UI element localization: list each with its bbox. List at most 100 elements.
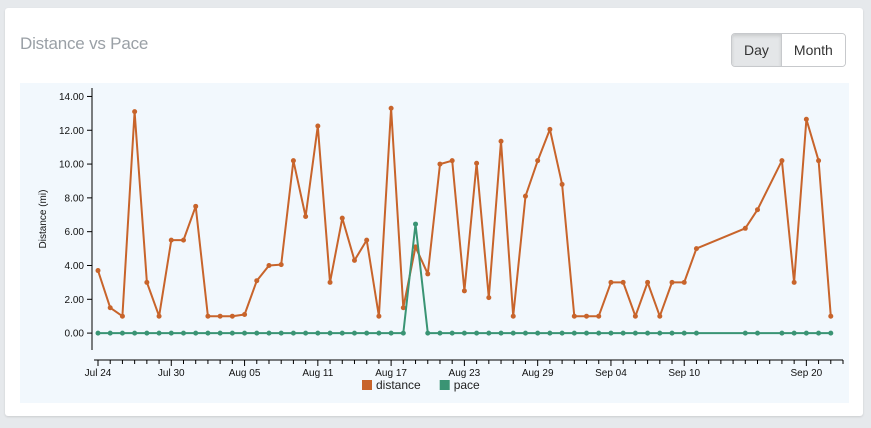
data-point-distance bbox=[681, 279, 687, 285]
y-tick-label: 0.00 bbox=[65, 329, 85, 340]
data-point-distance bbox=[254, 278, 260, 284]
data-point-distance bbox=[388, 105, 394, 111]
data-point-pace bbox=[791, 330, 797, 336]
data-point-distance bbox=[632, 313, 638, 319]
data-point-distance bbox=[742, 225, 748, 231]
data-point-distance bbox=[547, 126, 553, 132]
data-point-distance bbox=[559, 181, 565, 187]
data-point-pace bbox=[657, 330, 663, 336]
data-point-pace bbox=[156, 330, 162, 336]
data-point-pace bbox=[107, 330, 113, 336]
data-point-pace bbox=[608, 330, 614, 336]
data-point-distance bbox=[535, 158, 541, 164]
data-point-pace bbox=[95, 330, 101, 336]
data-point-pace bbox=[669, 330, 675, 336]
data-point-pace bbox=[364, 330, 370, 336]
data-point-pace bbox=[486, 330, 492, 336]
data-point-pace bbox=[461, 330, 467, 336]
data-point-distance bbox=[156, 313, 162, 319]
data-point-pace bbox=[132, 330, 138, 336]
data-point-pace bbox=[339, 330, 345, 336]
x-tick-label: Sep 04 bbox=[595, 368, 627, 379]
data-point-pace bbox=[315, 330, 321, 336]
data-point-pace bbox=[620, 330, 626, 336]
data-point-pace bbox=[266, 330, 272, 336]
legend-swatch-distance bbox=[362, 380, 372, 390]
data-point-distance bbox=[290, 158, 296, 164]
data-point-pace bbox=[180, 330, 186, 336]
data-point-distance bbox=[95, 268, 101, 274]
plot-area: 0.00 2.00 4.00 6.00 8.00 10.00 12.00 14.00 Dista… bbox=[20, 83, 849, 403]
data-point-pace bbox=[474, 330, 480, 336]
x-tick-label: Aug 29 bbox=[522, 368, 554, 379]
data-point-pace bbox=[254, 330, 260, 336]
data-point-distance bbox=[351, 257, 357, 263]
chart-card: Distance vs Pace Day Month 0.00 2.00 4.00 6… bbox=[5, 8, 863, 416]
data-point-pace bbox=[632, 330, 638, 336]
data-point-distance bbox=[522, 193, 528, 199]
y-tick-label: 6.00 bbox=[65, 227, 85, 238]
data-point-distance bbox=[242, 312, 248, 318]
data-point-pace bbox=[596, 330, 602, 336]
data-point-distance bbox=[645, 279, 651, 285]
data-point-distance bbox=[620, 279, 626, 285]
x-tick-label: Aug 17 bbox=[375, 368, 407, 379]
data-point-distance bbox=[107, 305, 113, 311]
y-tick-label: 10.00 bbox=[59, 160, 84, 171]
data-point-pace bbox=[388, 330, 394, 336]
data-point-pace bbox=[327, 330, 333, 336]
data-point-distance bbox=[669, 279, 675, 285]
data-point-pace bbox=[559, 330, 565, 336]
data-point-pace bbox=[400, 330, 406, 336]
data-point-distance bbox=[425, 271, 431, 277]
data-point-pace bbox=[278, 330, 284, 336]
x-tick-label: Sep 10 bbox=[668, 368, 700, 379]
legend-label-distance: distance bbox=[376, 378, 421, 392]
y-tick-label: 4.00 bbox=[65, 261, 85, 272]
data-point-pace bbox=[742, 330, 748, 336]
data-point-pace bbox=[168, 330, 174, 336]
data-point-pace bbox=[229, 330, 235, 336]
data-point-pace bbox=[816, 330, 822, 336]
data-point-distance bbox=[828, 313, 834, 319]
data-point-distance bbox=[180, 237, 186, 243]
data-point-distance bbox=[217, 313, 223, 319]
data-point-pace bbox=[425, 330, 431, 336]
data-point-distance bbox=[816, 158, 822, 164]
data-point-distance bbox=[755, 207, 761, 213]
data-point-pace bbox=[547, 330, 553, 336]
data-point-pace bbox=[351, 330, 357, 336]
period-toggle: Day Month bbox=[731, 33, 846, 67]
data-point-distance bbox=[449, 158, 455, 164]
data-point-distance bbox=[474, 160, 480, 166]
day-button[interactable]: Day bbox=[732, 34, 781, 66]
chart-title: Distance vs Pace bbox=[20, 34, 149, 53]
data-point-pace bbox=[437, 330, 443, 336]
data-point-distance bbox=[119, 313, 125, 319]
data-point-pace bbox=[303, 330, 309, 336]
data-point-distance bbox=[303, 213, 309, 219]
data-point-pace bbox=[193, 330, 199, 336]
data-point-pace bbox=[681, 330, 687, 336]
data-point-pace bbox=[290, 330, 296, 336]
data-point-pace bbox=[205, 330, 211, 336]
month-button[interactable]: Month bbox=[781, 34, 845, 66]
y-tick-label: 12.00 bbox=[59, 126, 84, 137]
data-point-pace bbox=[779, 330, 785, 336]
data-point-pace bbox=[571, 330, 577, 336]
data-point-pace bbox=[413, 221, 419, 227]
data-point-pace bbox=[645, 330, 651, 336]
data-point-distance bbox=[461, 288, 467, 294]
data-point-distance bbox=[376, 313, 382, 319]
data-point-distance bbox=[596, 313, 602, 319]
data-point-pace bbox=[119, 330, 125, 336]
data-point-pace bbox=[535, 330, 541, 336]
data-point-distance bbox=[364, 237, 370, 243]
y-tick-label: 14.00 bbox=[59, 92, 84, 103]
data-point-pace bbox=[217, 330, 223, 336]
x-tick-label: Aug 23 bbox=[449, 368, 481, 379]
data-point-pace bbox=[449, 330, 455, 336]
y-axis-label: Distance (mi) bbox=[38, 190, 49, 249]
data-point-distance bbox=[498, 138, 504, 144]
x-tick-label: Sep 20 bbox=[791, 368, 823, 379]
